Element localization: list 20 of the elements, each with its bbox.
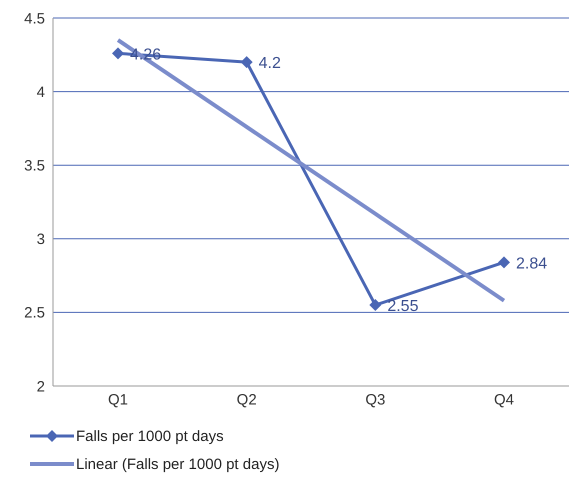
data-label: 2.84 — [516, 255, 548, 272]
y-tick-label: 3 — [36, 231, 45, 248]
data-label: 2.55 — [387, 298, 419, 316]
y-tick-label: 4.5 — [24, 10, 45, 28]
point — [498, 256, 510, 268]
legend-label: Linear (Falls per 1000 pt days) — [76, 456, 280, 472]
legend-label: Falls per 1000 pt days — [76, 428, 224, 444]
point — [369, 299, 382, 312]
x-tick-label: Q1 — [108, 392, 128, 409]
y-tick-label: 4 — [36, 84, 45, 101]
point — [240, 56, 253, 68]
x-tick-label: Q3 — [365, 392, 386, 409]
x-tick-label: Q2 — [236, 392, 257, 409]
y-tick-label: 2 — [36, 378, 45, 396]
y-tick-label: 2.5 — [24, 304, 45, 322]
y-tick-label: 3.5 — [24, 158, 45, 175]
data-label: 4.2 — [258, 55, 282, 72]
data-label: 4.26 — [130, 46, 162, 64]
point — [112, 47, 124, 60]
x-tick-label: Q4 — [494, 392, 514, 409]
